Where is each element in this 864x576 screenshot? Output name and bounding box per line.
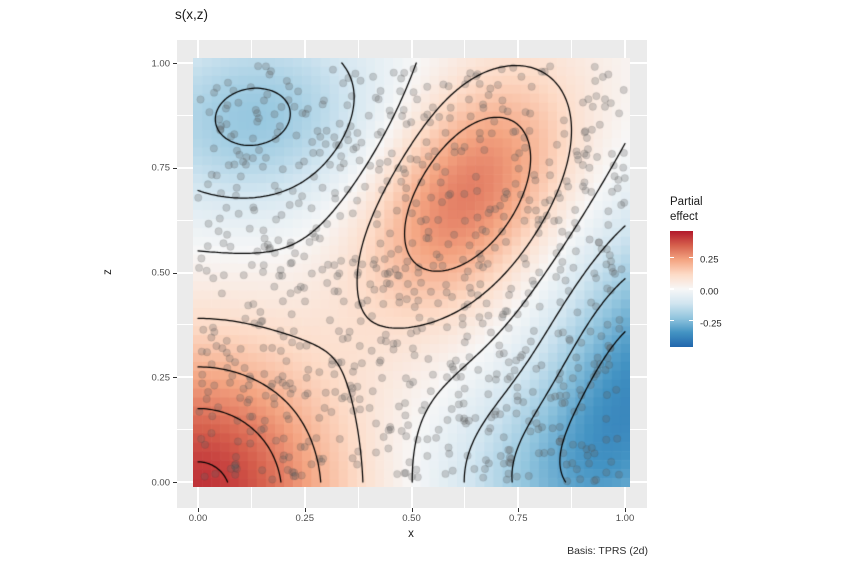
x-tick-label: 1.00 xyxy=(615,513,635,524)
heatmap-contour-canvas xyxy=(193,58,630,487)
legend-tick-label: -0.25 xyxy=(700,318,722,330)
colorbar-tick xyxy=(670,256,674,259)
colorbar-tick xyxy=(670,288,674,290)
legend: Partial effect 0.25 0.00 -0.25 xyxy=(668,195,722,347)
y-tick-label: 0.75 xyxy=(151,162,171,174)
caption: Basis: TPRS (2d) xyxy=(567,545,648,557)
legend-title: Partial effect xyxy=(670,196,703,223)
y-tick-label: 0.50 xyxy=(151,267,171,279)
plot-title: s(x,z) xyxy=(175,7,208,22)
x-tick-label: 0.00 xyxy=(188,513,208,524)
x-tick-label: 0.25 xyxy=(295,513,315,524)
x-axis-tick xyxy=(198,508,199,512)
y-axis-tick xyxy=(173,377,177,379)
y-tick-label: 0.25 xyxy=(151,372,171,384)
colorbar-tick xyxy=(689,319,693,322)
x-axis-tick xyxy=(304,508,306,512)
legend-colorbar xyxy=(670,231,693,347)
colorbar-tick xyxy=(670,319,674,322)
y-tick-label: 1.00 xyxy=(151,58,171,69)
legend-tick-label: 0.00 xyxy=(700,286,719,298)
y-axis-tick xyxy=(173,482,177,483)
y-axis-tick xyxy=(173,272,177,274)
colorbar-tick xyxy=(689,288,693,290)
legend-tick-label: 0.25 xyxy=(700,254,719,266)
x-axis-tick xyxy=(625,508,626,512)
x-axis-tick xyxy=(518,508,520,512)
y-tick-label: 0.00 xyxy=(151,477,171,488)
x-tick-label: 0.75 xyxy=(509,513,528,524)
z-axis-title: z xyxy=(102,269,114,275)
y-axis-tick xyxy=(173,167,177,169)
x-axis-tick xyxy=(411,508,413,512)
x-axis-title: x xyxy=(408,528,414,540)
x-tick-label: 0.50 xyxy=(402,513,421,524)
colorbar-tick xyxy=(689,256,693,259)
y-axis-tick xyxy=(173,63,177,64)
